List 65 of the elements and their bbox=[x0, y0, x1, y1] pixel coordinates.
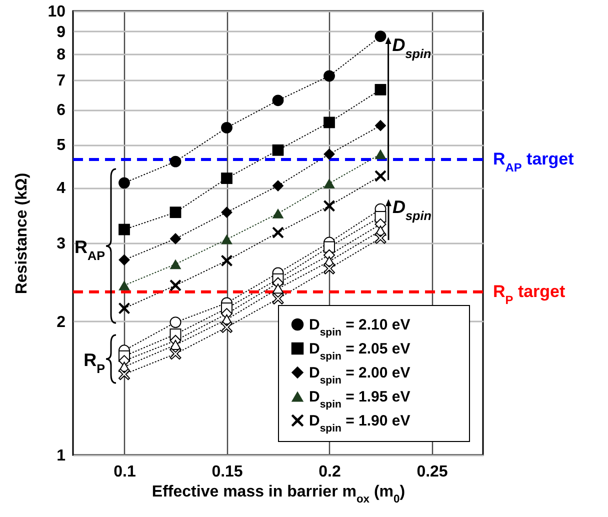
point bbox=[272, 208, 284, 218]
point bbox=[118, 280, 130, 290]
point bbox=[374, 170, 386, 182]
point bbox=[118, 302, 130, 314]
x-tick-label: 0.1 bbox=[114, 464, 136, 480]
x-axis-title: Effective mass in barrier m$_{ox}$ (m$_{0}$) bbox=[152, 484, 406, 506]
point bbox=[272, 180, 284, 192]
point bbox=[324, 178, 335, 188]
y-tick-label: 6 bbox=[56, 102, 66, 119]
y-tick-label: 1 bbox=[56, 448, 66, 464]
point bbox=[170, 348, 182, 360]
legend-label: D$_{spin}$ = 1.95 eV bbox=[309, 388, 410, 410]
point bbox=[272, 144, 284, 156]
point bbox=[221, 206, 232, 218]
point bbox=[118, 368, 130, 380]
point bbox=[118, 177, 130, 189]
x-tick-label: 0.15 bbox=[212, 464, 243, 480]
point bbox=[118, 224, 130, 236]
point bbox=[324, 148, 335, 160]
point bbox=[272, 284, 284, 294]
ref-line-label: R$_{P}$ target bbox=[493, 282, 566, 307]
legend-label: D$_{spin}$ = 1.90 eV bbox=[309, 412, 410, 434]
legend-label: D$_{spin}$ = 2.00 eV bbox=[309, 364, 410, 386]
point bbox=[374, 149, 386, 160]
y-tick-label: 9 bbox=[56, 24, 66, 41]
point bbox=[221, 254, 232, 266]
annotation: R$_{AP}$ bbox=[74, 237, 105, 263]
x-tick-label: 0.2 bbox=[318, 464, 341, 480]
y-tick-label: 5 bbox=[56, 137, 66, 154]
y-tick-label: 7 bbox=[56, 72, 66, 90]
point bbox=[170, 280, 182, 292]
y-tick-label: 10 bbox=[48, 4, 66, 20]
point bbox=[374, 84, 386, 96]
point bbox=[221, 172, 232, 184]
point bbox=[170, 233, 182, 244]
legend-label: D$_{spin}$ = 2.05 eV bbox=[309, 340, 410, 362]
y-tick-label: 8 bbox=[56, 46, 66, 64]
point bbox=[324, 70, 335, 82]
annotation: D$_{spin}$ bbox=[392, 197, 432, 224]
point bbox=[374, 232, 386, 244]
point bbox=[221, 234, 232, 244]
y-tick-label: 2 bbox=[56, 314, 66, 331]
y-axis-title: Resistance (kΩ) bbox=[14, 172, 31, 294]
point bbox=[272, 94, 284, 106]
point bbox=[272, 226, 284, 238]
annotation: D$_{spin}$ bbox=[392, 34, 432, 61]
y-tick-label: 4 bbox=[56, 180, 66, 198]
point bbox=[221, 122, 232, 134]
point bbox=[374, 120, 386, 132]
point bbox=[272, 292, 284, 304]
annotation: R$_{P}$ bbox=[84, 350, 105, 376]
y-tick-label: 3 bbox=[56, 236, 66, 253]
point bbox=[221, 321, 232, 333]
point bbox=[170, 316, 182, 328]
ref-line-label: R$_{AP}$ target bbox=[493, 149, 574, 174]
legend-label: D$_{spin}$ = 2.10 eV bbox=[309, 316, 410, 338]
point bbox=[170, 259, 182, 270]
point bbox=[324, 262, 335, 274]
point bbox=[170, 156, 182, 168]
point bbox=[374, 30, 386, 42]
point bbox=[118, 254, 130, 266]
point bbox=[324, 116, 335, 128]
point bbox=[324, 200, 335, 212]
x-tick-label: 0.25 bbox=[416, 464, 448, 480]
point bbox=[170, 206, 182, 218]
